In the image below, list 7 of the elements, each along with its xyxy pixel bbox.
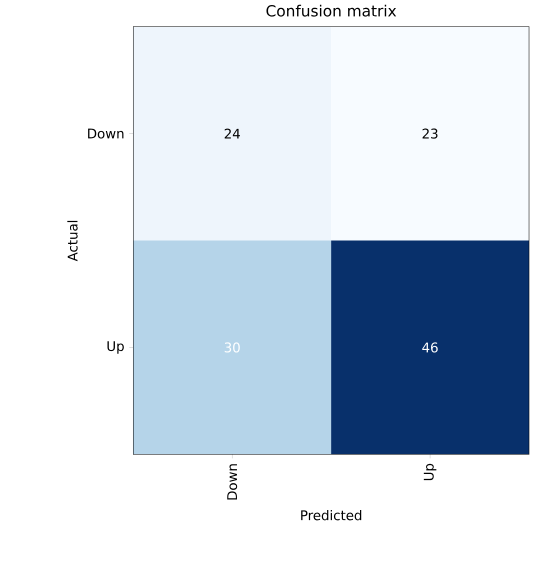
data-label: 46 — [422, 342, 438, 353]
x-axis-title: Predicted — [301, 510, 362, 520]
chart-title: Confusion matrix — [266, 4, 396, 17]
data-label: 30 — [224, 342, 240, 353]
data-label: 24 — [224, 128, 240, 139]
data-label: 23 — [422, 128, 438, 139]
y-axis-title: Actual — [67, 220, 78, 262]
